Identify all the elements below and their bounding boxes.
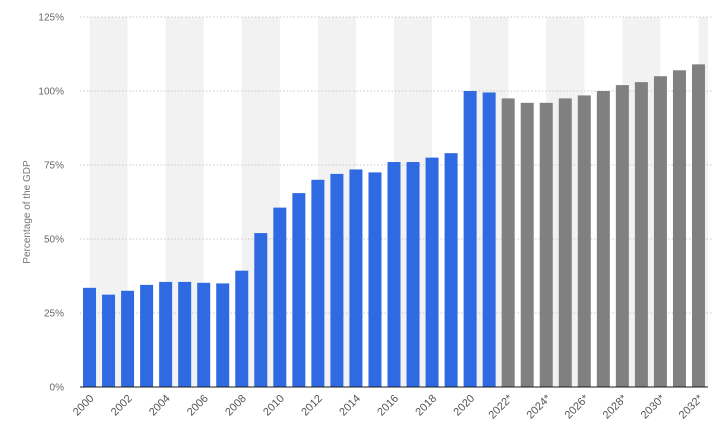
- x-tick-label: 2028*: [601, 392, 630, 421]
- bars: [83, 64, 705, 388]
- bar-2012[interactable]: [311, 179, 325, 387]
- bar-2024-projected[interactable]: [539, 102, 553, 387]
- bar-2023-projected[interactable]: [520, 102, 534, 387]
- y-tick-label: 0%: [50, 383, 65, 394]
- bar-2025-projected[interactable]: [558, 98, 572, 388]
- bar-2016[interactable]: [387, 162, 401, 387]
- x-tick-label: 2032*: [677, 392, 706, 421]
- x-tick-label: 2022*: [486, 392, 515, 421]
- x-tick-label: 2020: [451, 393, 477, 419]
- bar-2015[interactable]: [368, 172, 382, 387]
- bar-2003[interactable]: [140, 284, 154, 387]
- bar-2017[interactable]: [406, 162, 420, 387]
- bar-2022-projected[interactable]: [501, 98, 515, 388]
- bar-2014[interactable]: [349, 169, 363, 387]
- x-tick-label: 2024*: [525, 392, 554, 421]
- x-tick-label: 2004: [147, 393, 173, 419]
- y-axis-label: Percentage of the GDP: [22, 160, 33, 264]
- y-tick-label: 25%: [44, 309, 64, 320]
- bar-2013[interactable]: [330, 173, 344, 387]
- x-tick-label: 2014: [337, 393, 363, 419]
- bar-2005[interactable]: [178, 281, 192, 387]
- bar-2004[interactable]: [159, 281, 173, 387]
- bar-2011[interactable]: [292, 193, 306, 387]
- x-tick-label: 2026*: [563, 392, 592, 421]
- y-tick-label: 50%: [44, 235, 64, 246]
- bar-2001[interactable]: [102, 294, 116, 387]
- bar-2008[interactable]: [235, 270, 249, 387]
- bar-2000[interactable]: [83, 287, 97, 387]
- x-tick-label: 2006: [185, 393, 211, 419]
- bar-2028-projected[interactable]: [615, 85, 629, 387]
- x-tick-label: 2018: [413, 393, 439, 419]
- bar-2032-projected[interactable]: [691, 64, 705, 388]
- y-axis-ticks: 0% 25% 50% 75% 100% 125%: [38, 13, 64, 394]
- bar-2031-projected[interactable]: [672, 70, 686, 387]
- bar-2020[interactable]: [463, 91, 477, 387]
- bar-2018[interactable]: [425, 157, 439, 387]
- bar-2026-projected[interactable]: [577, 95, 591, 387]
- bar-2021[interactable]: [482, 92, 496, 387]
- y-tick-label: 75%: [44, 161, 64, 172]
- bar-2006[interactable]: [197, 282, 211, 387]
- bar-2029-projected[interactable]: [634, 82, 648, 388]
- x-tick-label: 2010: [261, 393, 287, 419]
- y-tick-label: 100%: [38, 87, 64, 98]
- bar-2027-projected[interactable]: [596, 91, 610, 387]
- x-axis-ticks: 2000 2002 2004 2006 2008 2010 2012 2014 2016 2018…: [71, 392, 706, 421]
- x-tick-label: 2012: [299, 393, 325, 419]
- bar-2007[interactable]: [216, 283, 230, 387]
- x-tick-label: 2000: [71, 393, 97, 419]
- x-tick-label: 2002: [109, 393, 135, 419]
- x-tick-label: 2016: [375, 393, 401, 419]
- x-tick-label: 2008: [223, 393, 249, 419]
- bar-2002[interactable]: [121, 290, 135, 387]
- bar-2030-projected[interactable]: [653, 76, 667, 387]
- y-tick-label: 125%: [38, 13, 64, 24]
- bar-2019[interactable]: [444, 153, 458, 387]
- x-tick-label: 2030*: [639, 392, 668, 421]
- bar-2010[interactable]: [273, 207, 287, 387]
- bar-2009[interactable]: [254, 233, 268, 387]
